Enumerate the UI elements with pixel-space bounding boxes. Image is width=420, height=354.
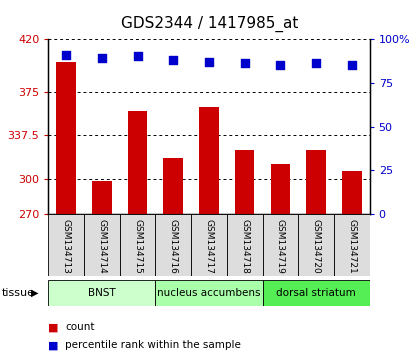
- Text: ■: ■: [48, 340, 59, 350]
- Text: GSM134718: GSM134718: [240, 219, 249, 274]
- Point: [134, 53, 141, 59]
- Text: GSM134721: GSM134721: [347, 219, 356, 274]
- Text: ■: ■: [48, 322, 59, 332]
- Bar: [191, 214, 227, 276]
- Bar: [84, 214, 120, 276]
- Point: [241, 61, 248, 66]
- Bar: [120, 214, 155, 276]
- Bar: [306, 150, 326, 214]
- Bar: [56, 62, 76, 214]
- Text: tissue: tissue: [2, 288, 35, 298]
- Bar: [155, 280, 262, 306]
- Text: nucleus accumbens: nucleus accumbens: [157, 288, 261, 298]
- Text: GSM134714: GSM134714: [97, 219, 106, 274]
- Text: dorsal striatum: dorsal striatum: [276, 288, 356, 298]
- Bar: [262, 214, 298, 276]
- Text: GSM134716: GSM134716: [169, 219, 178, 274]
- Point: [170, 57, 177, 63]
- Point: [312, 61, 319, 66]
- Bar: [163, 158, 183, 214]
- Text: GDS2344 / 1417985_at: GDS2344 / 1417985_at: [121, 16, 299, 32]
- Bar: [334, 214, 370, 276]
- Text: GSM134715: GSM134715: [133, 219, 142, 274]
- Point: [63, 52, 70, 58]
- Point: [206, 59, 212, 64]
- Text: GSM134717: GSM134717: [205, 219, 213, 274]
- Text: GSM134720: GSM134720: [312, 219, 320, 274]
- Bar: [155, 214, 191, 276]
- Bar: [298, 214, 334, 276]
- Point: [98, 55, 105, 61]
- Bar: [128, 112, 147, 214]
- Text: BNST: BNST: [88, 288, 116, 298]
- Bar: [48, 280, 155, 306]
- Text: GSM134713: GSM134713: [62, 219, 71, 274]
- Bar: [270, 164, 290, 214]
- Bar: [227, 214, 262, 276]
- Text: count: count: [65, 322, 94, 332]
- Text: percentile rank within the sample: percentile rank within the sample: [65, 340, 241, 350]
- Bar: [92, 182, 112, 214]
- Point: [277, 62, 284, 68]
- Bar: [262, 280, 370, 306]
- Bar: [48, 214, 84, 276]
- Text: ▶: ▶: [31, 288, 38, 298]
- Bar: [199, 107, 219, 214]
- Point: [349, 62, 355, 68]
- Bar: [235, 150, 255, 214]
- Text: GSM134719: GSM134719: [276, 219, 285, 274]
- Bar: [342, 171, 362, 214]
